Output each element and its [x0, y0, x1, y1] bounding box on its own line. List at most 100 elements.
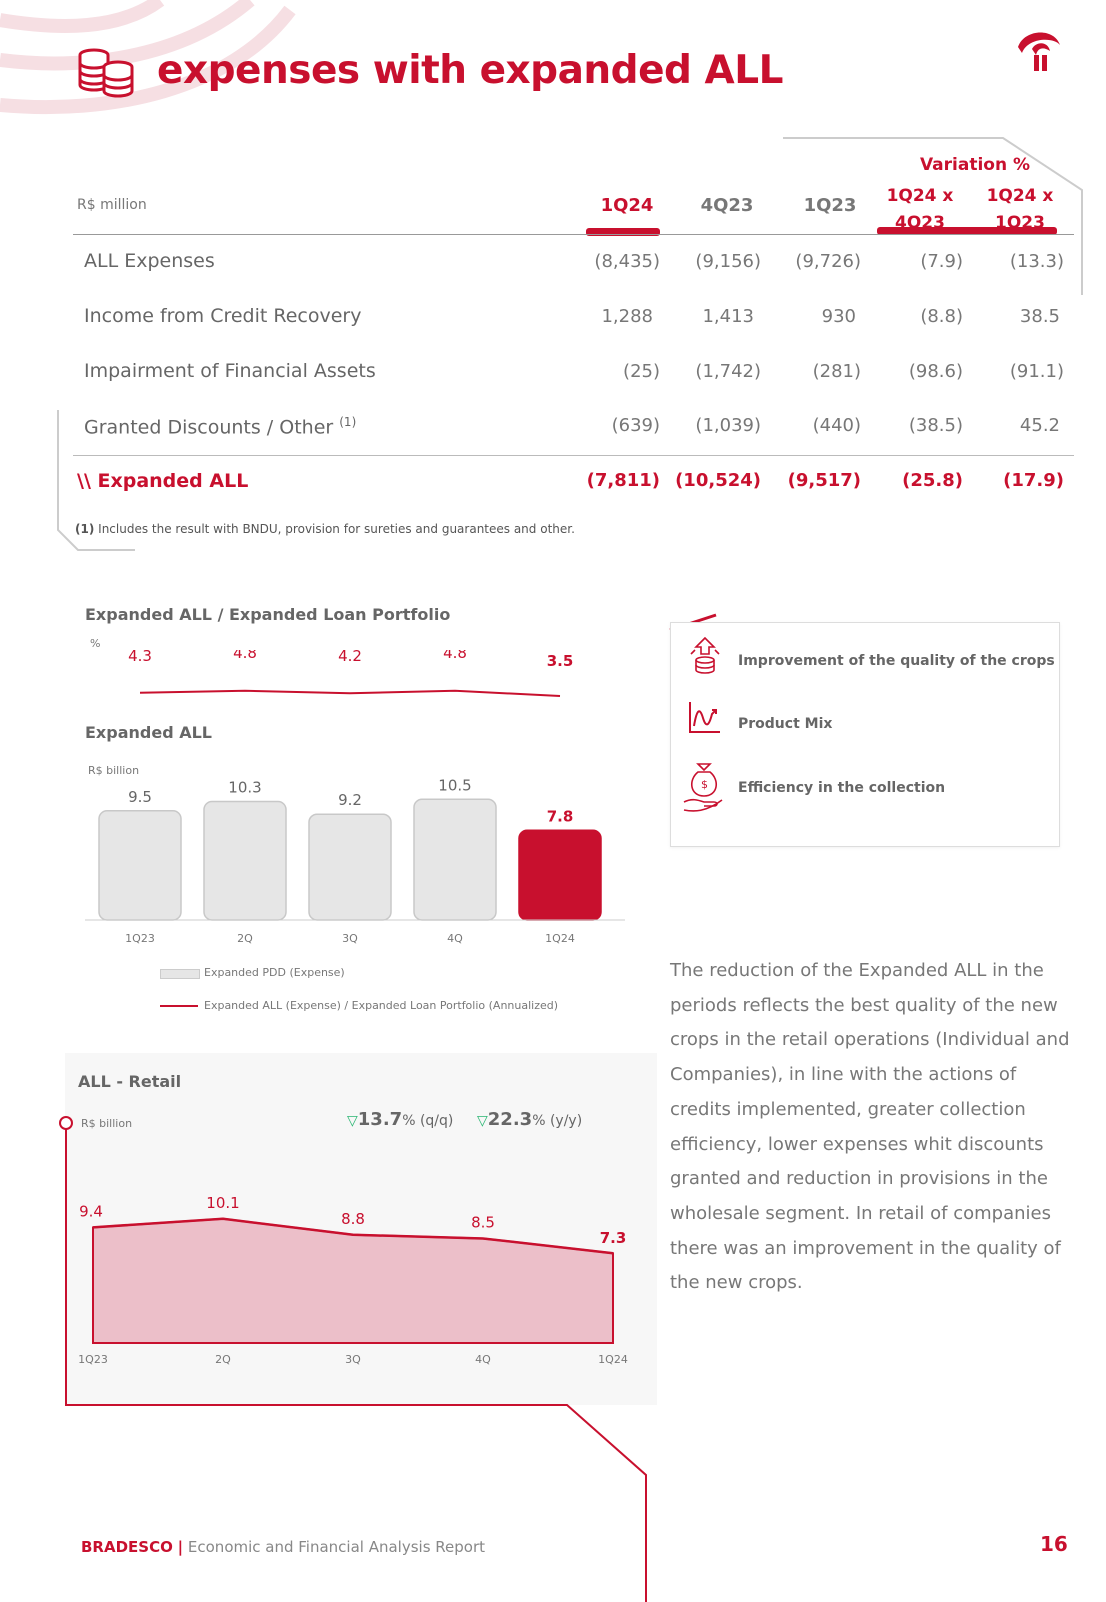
retail-data-label: 8.5	[471, 1213, 495, 1231]
bar	[98, 810, 182, 921]
x-tick-label: 1Q24	[545, 932, 575, 945]
table-cell: (9,517)	[787, 470, 861, 491]
footer-report: Economic and Financial Analysis Report	[187, 1538, 486, 1556]
ratio-series-line	[139, 689, 561, 697]
bar-data-label: 10.3	[228, 779, 261, 797]
row-label-text: Granted Discounts / Other	[84, 416, 334, 439]
svg-text:$: $	[701, 778, 708, 791]
ratio-chart-title: Expanded ALL / Expanded Loan Portfolio	[85, 605, 451, 624]
bar	[518, 829, 602, 921]
retail-chart-title: ALL - Retail	[78, 1072, 182, 1091]
table-cell: (1,039)	[695, 415, 761, 436]
table-cell: (7.9)	[920, 251, 963, 272]
drivers-panel	[670, 622, 1060, 847]
ratio-data-label: 3.5	[547, 652, 574, 670]
table-cell: (25.8)	[902, 470, 963, 491]
table-cell: (98.6)	[908, 361, 963, 382]
footer-brand: BRADESCO	[81, 1538, 173, 1556]
retail-series-line	[92, 1217, 614, 1255]
footer: BRADESCO | Economic and Financial Analys…	[81, 1538, 485, 1556]
table-footnote: (1) Includes the result with BNDU, provi…	[75, 522, 575, 536]
ratio-line-chart: 4.3 4.8 4.2 4.8 3.5	[128, 650, 574, 697]
decorative-arcs	[0, 0, 296, 115]
legend-label-bar: Expanded PDD (Expense)	[204, 966, 345, 979]
table-unit: R$ million	[77, 197, 147, 213]
footnote-text: Includes the result with BNDU, provision…	[98, 522, 575, 536]
analysis-paragraph: The reduction of the Expanded ALL in the…	[670, 960, 1070, 1294]
variation-yy-suffix: % (y/y)	[532, 1113, 583, 1129]
page-number: 16	[1040, 1532, 1068, 1556]
panel-item-label: Efficiency in the collection	[738, 780, 946, 796]
row-label: Impairment of Financial Assets	[84, 360, 376, 382]
x-tick-label: 2Q	[215, 1353, 231, 1365]
table-cell: (639)	[611, 415, 660, 436]
bar	[203, 800, 287, 921]
panel-item-label: Improvement of the quality of the crops	[738, 653, 1055, 669]
x-tick-label: 2Q	[237, 932, 253, 945]
bar	[413, 798, 497, 921]
table-cell: (281)	[812, 361, 861, 382]
retail-data-label: 9.4	[79, 1202, 103, 1220]
ratio-data-label: 4.8	[443, 650, 467, 662]
variation-yy: ▽22.3% (y/y)	[477, 1109, 582, 1130]
legend-swatch-line	[160, 1005, 198, 1007]
table-row: Impairment of Financial Assets (25) (1,7…	[0, 360, 1106, 390]
bradesco-logo-icon	[1018, 32, 1060, 71]
x-tick-label: 3Q	[342, 932, 358, 945]
row-label: Granted Discounts / Other (1)	[84, 415, 356, 438]
retail-data-label: 7.3	[600, 1229, 627, 1247]
table-cell: (8.8)	[920, 306, 963, 327]
table-cell: (10,524)	[675, 470, 761, 491]
table-header-rule	[73, 234, 1074, 235]
variation-qq-value: 13.7	[357, 1109, 403, 1130]
table-total-row: \\ Expanded ALL (7,811) (10,524) (9,517)…	[0, 470, 1106, 500]
row-label: Income from Credit Recovery	[84, 305, 362, 327]
x-tick-label: 1Q23	[78, 1353, 108, 1365]
table-cell: (17.9)	[1003, 470, 1064, 491]
variation-yy-value: 22.3	[487, 1109, 533, 1130]
bar-chart-unit: R$ billion	[88, 764, 140, 777]
table-cell: (91.1)	[1009, 361, 1064, 382]
bar-chart-title: Expanded ALL	[85, 723, 212, 742]
footer-separator: |	[177, 1538, 184, 1556]
down-triangle-icon: ▽	[347, 1113, 358, 1129]
x-tick-label: 4Q	[475, 1353, 491, 1365]
table-cell: (8,435)	[594, 251, 660, 272]
table-total-rule	[73, 455, 1074, 456]
retail-frame-decoration	[59, 1116, 647, 1602]
col-header-1q23: 1Q23	[803, 195, 857, 216]
bar	[308, 813, 392, 921]
retail-data-label: 8.8	[341, 1210, 365, 1228]
ratio-data-label: 4.3	[128, 650, 152, 665]
row-label: ALL Expenses	[84, 250, 215, 272]
col-header-4q23: 4Q23	[700, 195, 754, 216]
table-cell: 1,413	[702, 306, 754, 327]
table-cell: 45.2	[1019, 415, 1060, 436]
ratio-data-label: 4.8	[233, 650, 257, 662]
col-highlight-bar	[586, 228, 660, 236]
table-cell: (1,742)	[695, 361, 761, 382]
table-cell: (9,726)	[795, 251, 861, 272]
expanded-all-bar-chart: 9.5 1Q23 10.3 2Q 9.2 3Q 10.5 4Q 7.8 1Q24	[85, 776, 625, 945]
coins-stack-icon	[78, 48, 134, 98]
table-cell: (38.5)	[908, 415, 963, 436]
table-cell: (9,156)	[695, 251, 761, 272]
table-cell: 38.5	[1019, 306, 1060, 327]
table-row: ALL Expenses (8,435) (9,156) (9,726) (7.…	[0, 250, 1106, 280]
retail-area	[92, 1217, 614, 1344]
variation-qq-suffix: % (q/q)	[402, 1113, 454, 1129]
table-cell: 930	[821, 306, 856, 327]
down-triangle-icon: ▽	[477, 1113, 488, 1129]
retail-data-label: 10.1	[206, 1194, 239, 1212]
footnote-ref: (1)	[339, 415, 357, 429]
bar-data-label: 7.8	[547, 807, 574, 825]
table-row: Income from Credit Recovery 1,288 1,413 …	[0, 305, 1106, 335]
x-tick-label: 3Q	[345, 1353, 361, 1365]
chart-wave-icon	[689, 702, 720, 733]
var-highlight-bar	[877, 227, 1057, 235]
legend-label-line: Expanded ALL (Expense) / Expanded Loan P…	[204, 999, 559, 1012]
bar-data-label: 9.5	[128, 788, 152, 806]
retail-area-chart: 9.4 1Q23 10.1 2Q 8.8 3Q 8.5 4Q 7.3 1Q24	[78, 1194, 628, 1365]
table-row: Granted Discounts / Other (1) (639) (1,0…	[0, 414, 1106, 444]
bar-data-label: 10.5	[438, 776, 471, 794]
